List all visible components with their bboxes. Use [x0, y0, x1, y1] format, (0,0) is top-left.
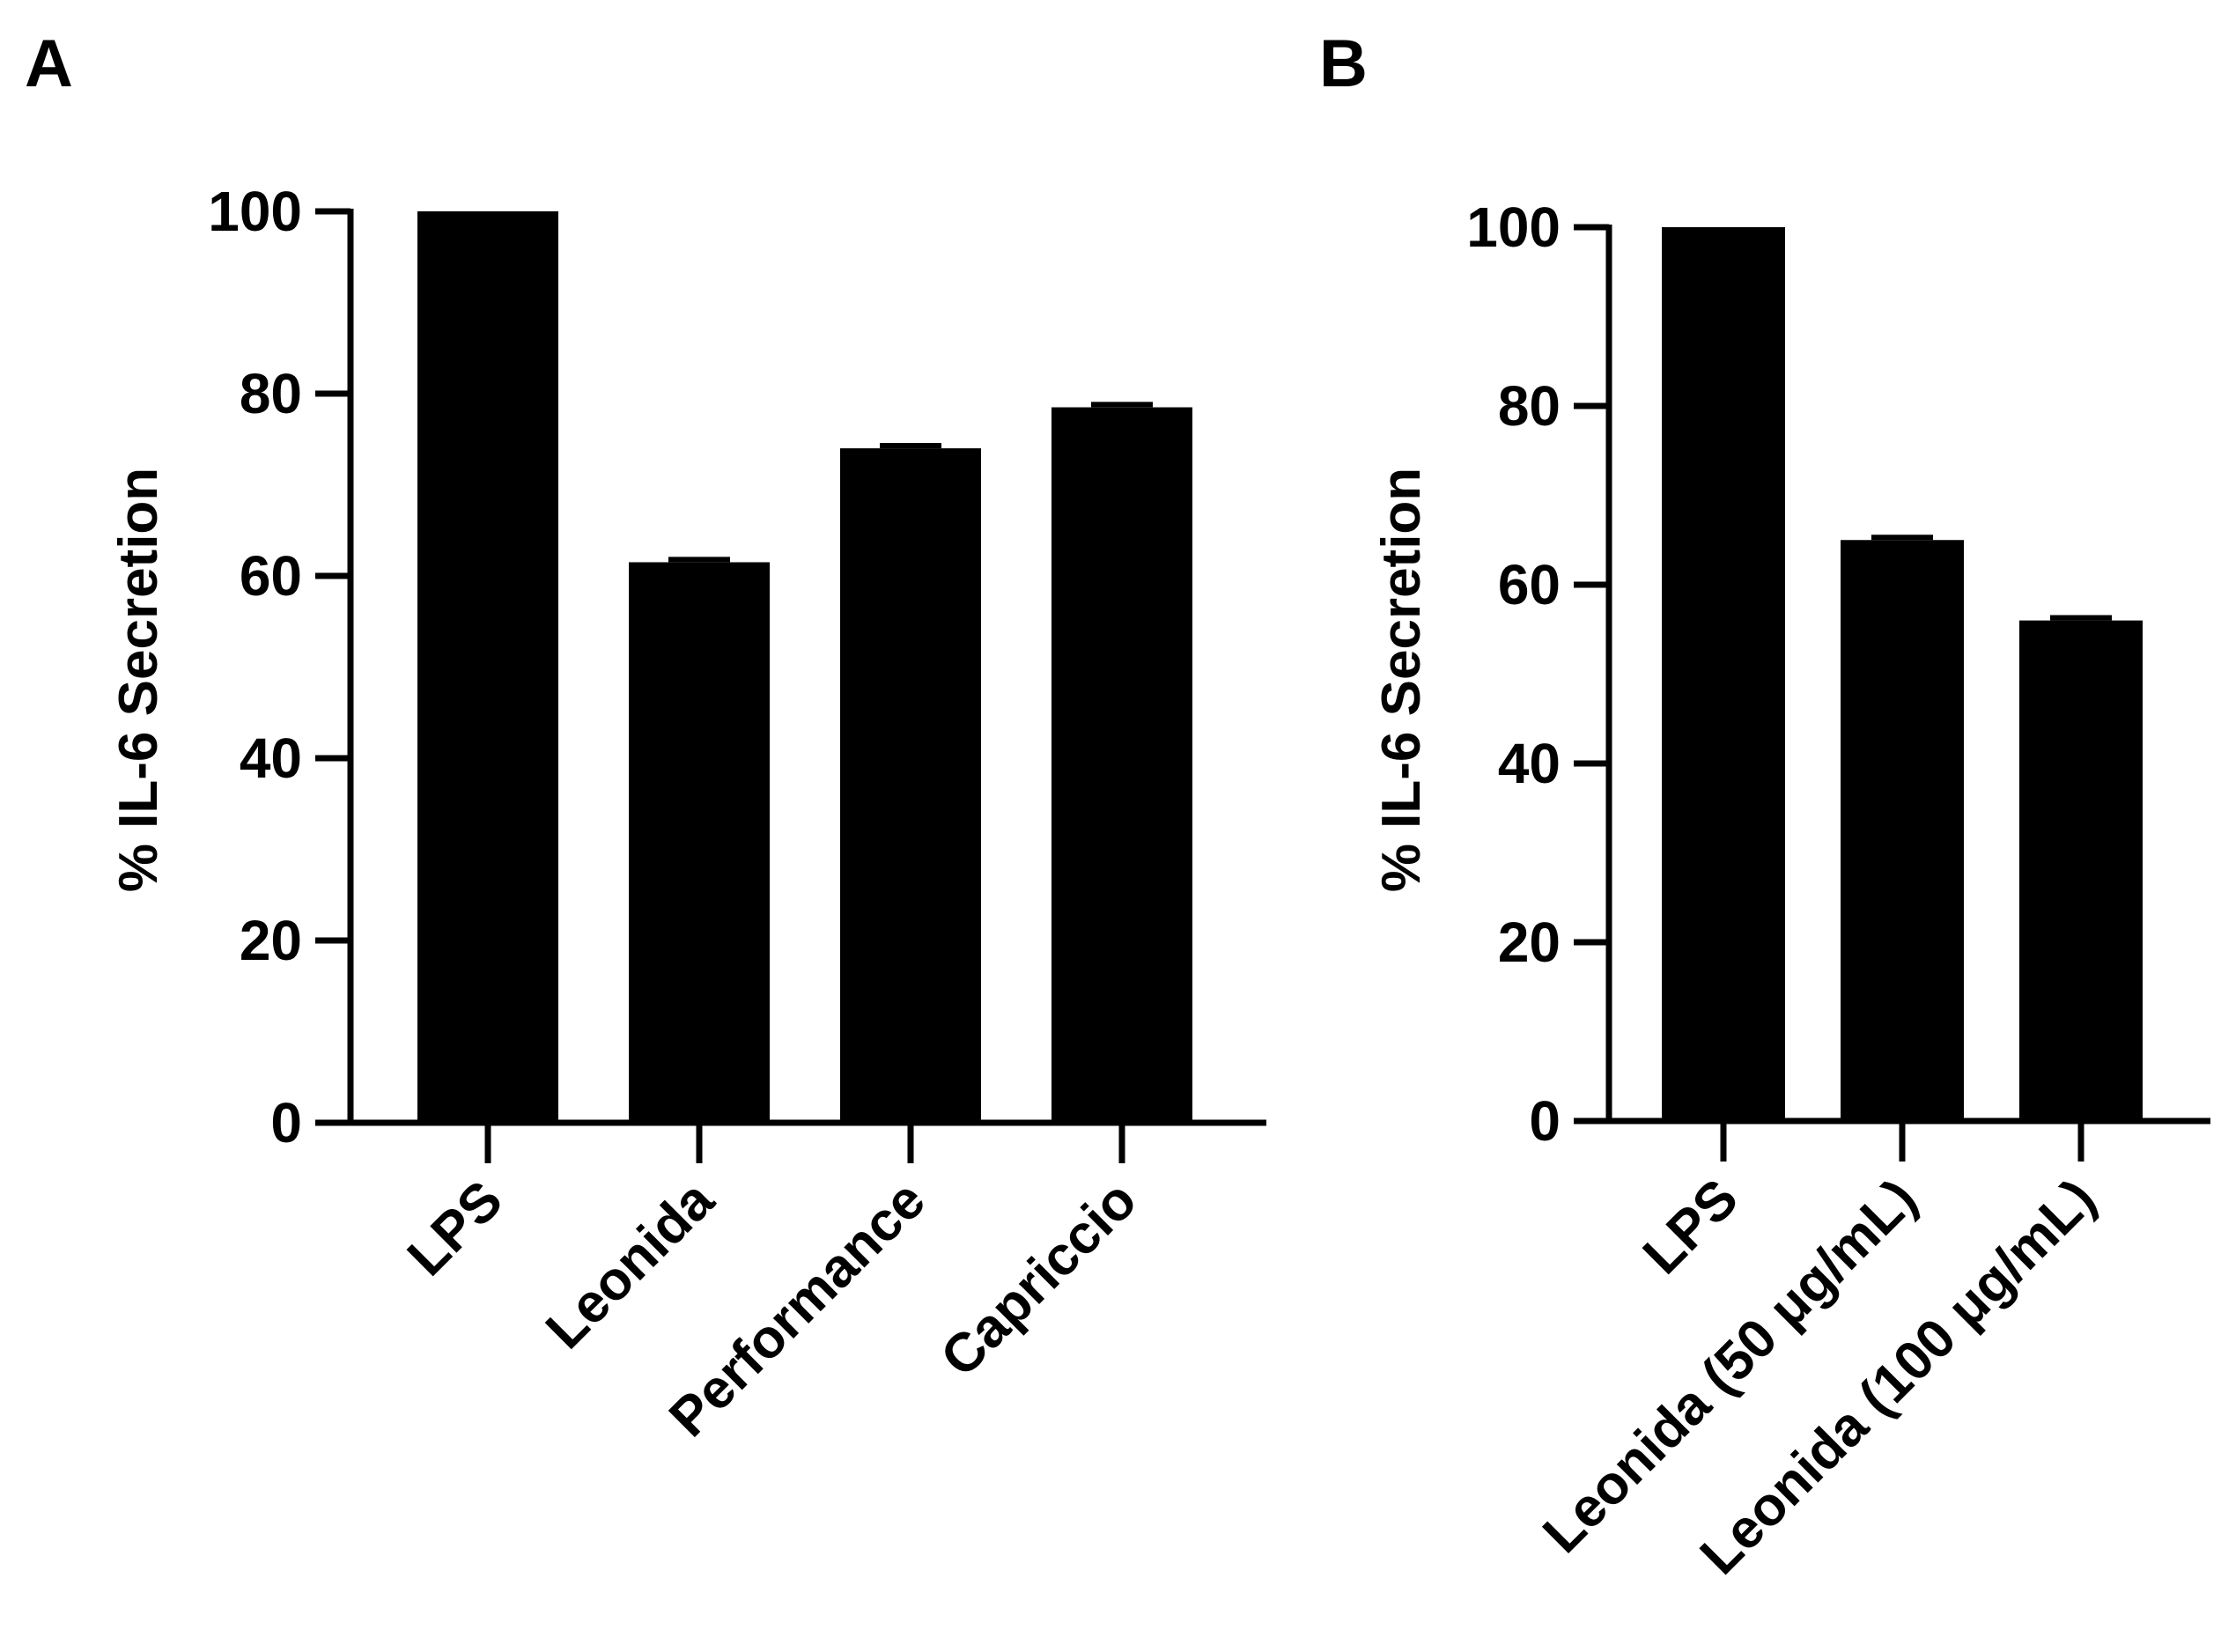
panel-a-bar	[629, 562, 770, 1123]
panel-b-bar	[1841, 540, 1964, 1121]
panel-b-category-label: LPS	[1632, 1168, 1750, 1286]
panel-a-y-tick-label: 100	[208, 180, 302, 243]
panel-a-y-axis-title: % IL-6 Secretion	[108, 468, 169, 892]
panel-b-y-tick-label: 100	[1466, 195, 1561, 259]
panel-a-category-label: LPS	[396, 1169, 514, 1287]
panel-letter-b: B	[1319, 26, 1368, 101]
panel-a-category-label: Capriccio	[929, 1169, 1148, 1389]
panel-a-category-label: Leonida	[535, 1169, 726, 1361]
panel-b-y-tick-label: 80	[1498, 374, 1561, 438]
panel-b-y-tick-label: 60	[1498, 553, 1561, 616]
panel-b-bar	[2019, 620, 2143, 1121]
panel-a-y-tick-label: 60	[240, 544, 302, 608]
panel-a-y-tick-label: 20	[240, 909, 302, 972]
panel-b-y-tick-label: 20	[1498, 911, 1561, 974]
panel-b-bars	[1662, 227, 2143, 1121]
panel-b-y-tick-label: 0	[1529, 1089, 1561, 1153]
panel-b-y-axis-title: % IL-6 Secretion	[1371, 468, 1432, 892]
panel-a-bar	[417, 211, 558, 1123]
panel-a-y-ticks: 0 20 40 60 80 100	[208, 180, 350, 1154]
panel-a-bar	[840, 448, 981, 1124]
panel-a-bars	[417, 211, 1192, 1124]
panel-a-y-tick-label: 40	[240, 726, 302, 790]
panel-b: B % IL-6 Secretion 0 20 40 60 80 100 LPSLeoni…	[1319, 26, 2210, 1586]
panel-a-bar	[1051, 407, 1192, 1123]
panel-b-y-tick-label: 40	[1498, 732, 1561, 795]
panel-a-y-tick-label: 80	[240, 362, 302, 425]
panel-b-y-ticks: 0 20 40 60 80 100	[1466, 195, 1609, 1153]
panel-letter-a: A	[25, 26, 73, 101]
panel-a: A % IL-6 Secretion 0 20 40 60 80 100 LPS Leoni…	[25, 26, 1266, 1449]
panel-b-bar	[1662, 227, 1785, 1121]
panel-a-y-tick-label: 0	[270, 1091, 302, 1154]
